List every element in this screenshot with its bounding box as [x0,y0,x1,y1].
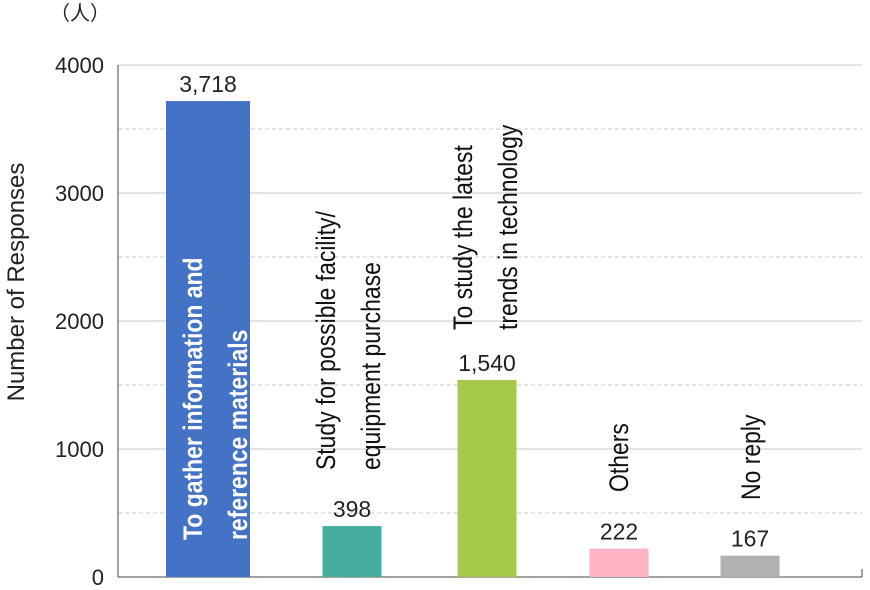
category-label: trends in technology [493,124,523,330]
category-label: To study the latest [448,145,478,330]
category-label: Study for possible facility/ [311,211,341,470]
category-label: To gather information and [178,257,208,540]
value-label: 398 [333,496,371,522]
y-tick-label: 4000 [55,53,104,78]
value-label: 222 [600,519,638,545]
category-label: equipment purchase [356,262,386,470]
value-label: 167 [731,526,769,552]
unit-label: （人） [50,2,110,25]
y-tick-label: 1000 [55,437,104,462]
category-label: No reply [736,414,766,500]
category-label: reference materials [223,330,253,540]
bar [589,548,649,577]
y-axis-label: Number of Responses [3,163,30,402]
bar [322,526,382,577]
bar [457,379,517,577]
bar [166,101,250,577]
bar [720,555,780,577]
value-label: 1,540 [458,350,516,376]
y-tick-label: 0 [92,565,104,590]
category-label: Others [604,423,634,492]
value-label: 3,718 [179,71,237,97]
y-tick-label: 2000 [55,309,104,334]
y-tick-label: 3000 [55,181,104,206]
